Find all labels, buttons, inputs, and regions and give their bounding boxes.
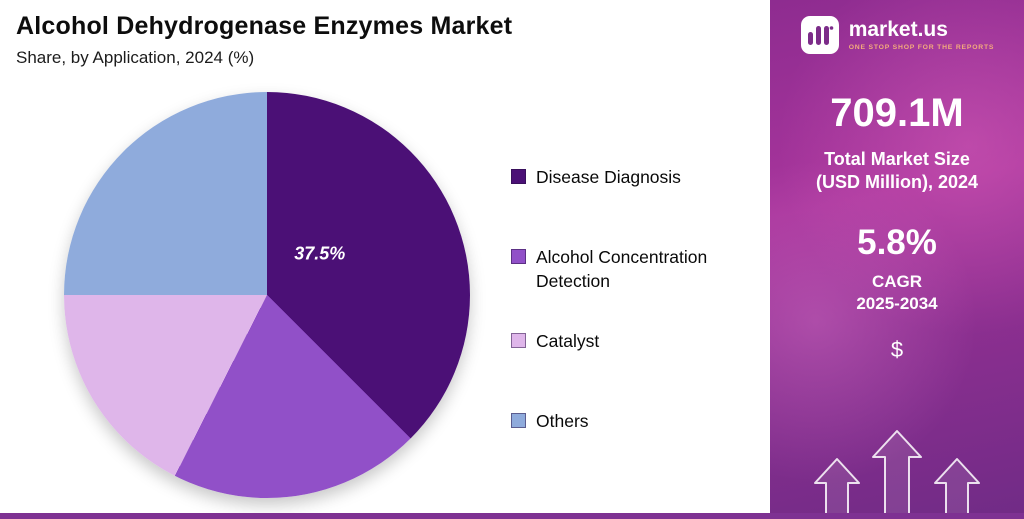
chart-subtitle: Share, by Application, 2024 (%)	[16, 48, 255, 67]
pie-slice-value-label: 37.5%	[294, 243, 346, 264]
legend: Disease Diagnosis Alcohol Concentration …	[511, 166, 763, 456]
legend-item-disease-diagnosis: Disease Diagnosis	[511, 166, 681, 190]
marketus-logo-icon	[800, 16, 839, 54]
legend-swatch	[511, 249, 526, 264]
page-title: Alcohol Dehydrogenase Enzymes Market	[16, 12, 513, 40]
brand-name: market.us	[848, 18, 948, 41]
legend-item-label: Alcohol Concentration Detection	[536, 247, 708, 291]
legend-item-label: Disease Diagnosis	[536, 167, 681, 187]
legend-item-label: Catalyst	[536, 331, 600, 351]
pie-chart	[64, 92, 470, 498]
cagr-label-line1: CAGR	[871, 271, 923, 291]
market-size-value: 709.1M	[830, 91, 964, 135]
cagr-label-line2: 2025-2034	[856, 293, 938, 313]
market-size-label-line1: Total Market Size	[824, 149, 970, 169]
legend-swatch	[511, 333, 526, 348]
growth-arrows-icon	[814, 430, 980, 513]
market-size-label-line2: (USD Million), 2024	[815, 172, 979, 193]
dollar-symbol: $	[890, 336, 904, 362]
pie-chart-area: 37.5%	[64, 92, 470, 498]
brand-row: market.us ONE STOP SHOP FOR THE REPORTS	[770, 15, 1024, 55]
legend-item-catalyst: Catalyst	[511, 330, 599, 354]
market-size-label: Total Market Size (USD Million), 2024	[770, 148, 1024, 195]
legend-item-others: Others	[511, 410, 589, 434]
cagr-label: CAGR 2025-2034	[770, 271, 1024, 315]
legend-swatch	[511, 169, 526, 184]
stats-sidebar: market.us ONE STOP SHOP FOR THE REPORTS …	[770, 0, 1024, 513]
cagr-value: 5.8%	[857, 222, 937, 262]
brand-text: market.us ONE STOP SHOP FOR THE REPORTS	[849, 19, 995, 51]
legend-item-label: Others	[536, 411, 589, 431]
legend-item-alcohol-concentration-detection: Alcohol Concentration Detection	[511, 246, 763, 293]
legend-swatch	[511, 413, 526, 428]
brand-tagline: ONE STOP SHOP FOR THE REPORTS	[848, 44, 995, 51]
